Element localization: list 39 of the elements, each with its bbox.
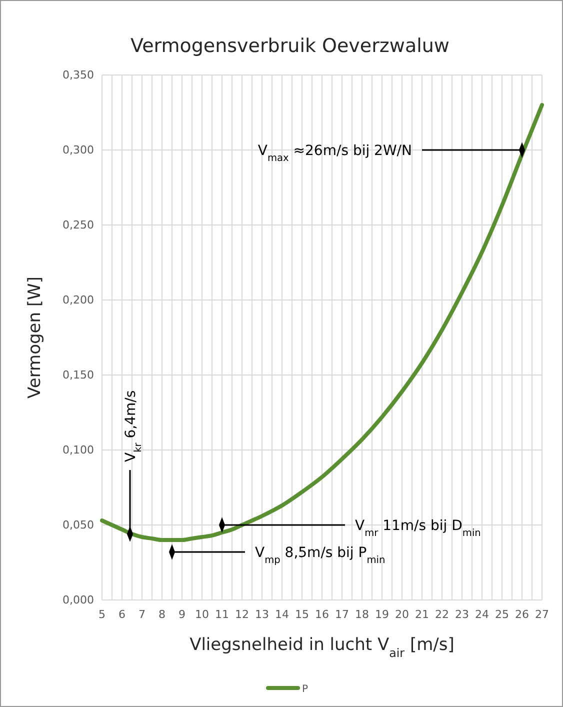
- legend-label: P: [302, 684, 308, 695]
- x-tick-label: 17: [335, 608, 349, 621]
- x-tick-label: 23: [455, 608, 469, 621]
- y-tick-label: 0,350: [62, 68, 94, 82]
- x-tick-label: 8: [158, 608, 166, 621]
- x-tick-label: 19: [375, 608, 389, 621]
- x-tick-label: 5: [98, 608, 106, 621]
- x-tick-label: 12: [235, 608, 249, 621]
- x-tick-label: 6: [118, 608, 126, 621]
- y-tick-label: 0,000: [62, 594, 94, 607]
- annotation: V$_{mp}$ 8,5m/s bij P$_{min}$: [255, 545, 386, 566]
- x-tick-label: 13: [255, 608, 269, 621]
- x-tick-label: 15: [295, 608, 309, 621]
- y-tick-label: 0,150: [62, 368, 94, 382]
- x-tick-label: 21: [415, 608, 429, 621]
- y-tick-label: 0,300: [62, 144, 94, 157]
- annotation: V$_{max}$ ≈26m/s bij 2W/N: [258, 143, 412, 164]
- x-tick-label: 26: [515, 608, 529, 621]
- x-tick-label: 14: [275, 608, 289, 621]
- x-axis-title: Vliegsnelheid in lucht V$_{air}$ [m/s]: [190, 635, 454, 660]
- x-tick-label: 25: [495, 608, 509, 621]
- chart-title: Vermogensverbruik Oeverzwaluw: [130, 35, 450, 57]
- annotation: V$_{mr}$ 11m/s bij D$_{min}$: [355, 518, 481, 538]
- x-tick-label: 10: [195, 608, 209, 621]
- y-tick-label: 0,200: [62, 294, 94, 307]
- x-tick-label: 22: [435, 608, 449, 621]
- line-series: [100, 103, 544, 542]
- x-tick-label: 27: [535, 608, 549, 621]
- y-tick-label: 0,250: [62, 218, 94, 232]
- x-tick-label: 18: [355, 608, 369, 621]
- y-tick-label: 0,100: [62, 444, 94, 457]
- y-tick-label: 0,050: [62, 518, 94, 532]
- x-tick-label: 16: [315, 608, 329, 621]
- x-tick-label: 24: [475, 608, 489, 621]
- x-tick-label: 9: [178, 608, 186, 621]
- x-tick-label: 7: [138, 608, 146, 621]
- x-tick-label: 11: [215, 608, 229, 621]
- x-tick-label: 20: [395, 608, 409, 621]
- y-axis-title: Vermogen [W]: [25, 276, 45, 398]
